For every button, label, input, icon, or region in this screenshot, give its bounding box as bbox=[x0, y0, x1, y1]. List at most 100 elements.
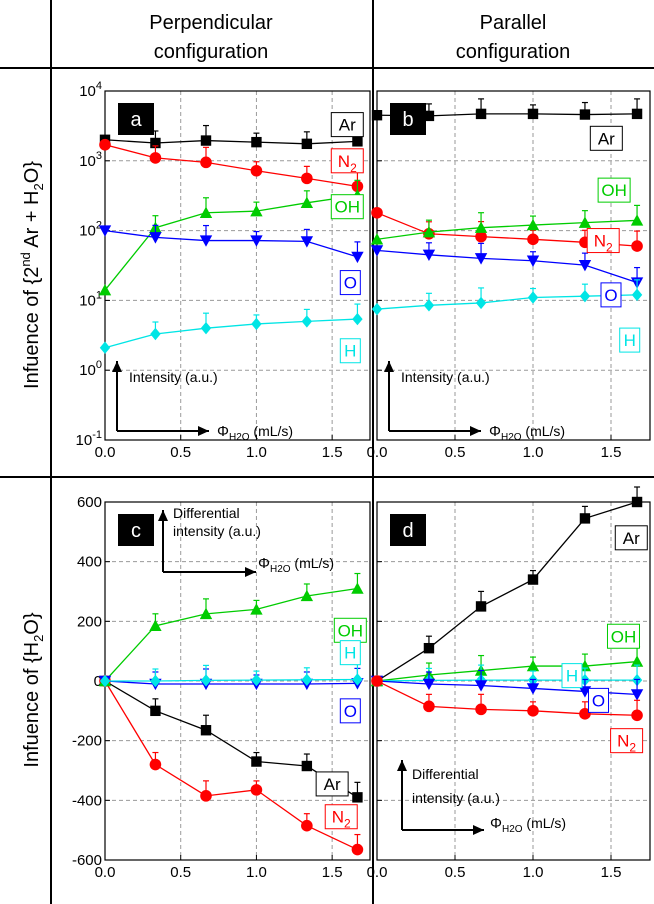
series-label-Ar: Ar bbox=[339, 116, 356, 135]
series-label-box bbox=[597, 177, 631, 203]
series-line-OH bbox=[376, 219, 638, 240]
y-tick-label: 0 bbox=[94, 673, 102, 690]
point-Ar bbox=[251, 756, 262, 767]
point-OH bbox=[149, 619, 162, 632]
point-Ar bbox=[527, 108, 539, 120]
point-O bbox=[526, 683, 540, 695]
phi-label: ΦH2O (mL/s) bbox=[217, 423, 293, 443]
point-OH bbox=[250, 204, 263, 217]
x-tick-label: 1.0 bbox=[523, 864, 544, 881]
point-Ar bbox=[200, 725, 212, 736]
intensity-label: Intensity (a.u.) bbox=[129, 369, 218, 385]
series-label-box bbox=[339, 640, 361, 666]
x-tick-label: 0.0 bbox=[367, 864, 388, 881]
y-tick-label: 101 bbox=[79, 289, 102, 309]
point-H bbox=[475, 296, 487, 310]
diff-label-line1: Differential bbox=[173, 505, 240, 521]
x-tick-label: 0.5 bbox=[170, 864, 191, 881]
point-Ar bbox=[579, 109, 591, 120]
y-tick-label: 103 bbox=[79, 150, 102, 170]
point-N2 bbox=[475, 703, 487, 716]
point-OH bbox=[370, 233, 384, 245]
series-label-N2: N2 bbox=[617, 732, 636, 755]
diff-label-line2: intensity (a.u.) bbox=[173, 523, 261, 539]
panel-label-box bbox=[390, 103, 426, 135]
series-line-O bbox=[104, 680, 358, 685]
point-OH bbox=[630, 214, 644, 226]
point-H bbox=[579, 289, 591, 303]
series-label-box bbox=[610, 728, 644, 754]
series-label-Ar: Ar bbox=[598, 129, 615, 148]
y-tick-label: -400 bbox=[72, 792, 102, 809]
point-Ar bbox=[150, 137, 161, 149]
point-Ar bbox=[631, 496, 643, 508]
series-line-OH bbox=[376, 660, 638, 682]
point-N2 bbox=[475, 230, 487, 243]
point-Ar bbox=[475, 108, 487, 120]
point-O bbox=[300, 236, 314, 248]
series-line-N2 bbox=[104, 144, 358, 188]
point-O bbox=[578, 259, 592, 272]
point-OH bbox=[526, 218, 540, 231]
point-H bbox=[99, 674, 111, 688]
point-Ar bbox=[200, 135, 212, 146]
series-label-N2: N2 bbox=[332, 808, 351, 831]
series-label-N2: N2 bbox=[338, 152, 357, 175]
y-tick-label: 102 bbox=[79, 220, 102, 240]
point-H bbox=[423, 299, 435, 312]
series-line-N2 bbox=[104, 680, 358, 851]
series-label-box bbox=[339, 270, 361, 296]
point-N2 bbox=[527, 233, 539, 246]
point-Ar bbox=[352, 136, 363, 147]
x-tick-label: 1.5 bbox=[601, 864, 622, 881]
axis-arrow-x-head bbox=[470, 426, 481, 436]
point-O bbox=[250, 235, 263, 247]
point-H bbox=[150, 327, 161, 341]
series-label-box bbox=[339, 338, 361, 364]
panel-label: a bbox=[130, 109, 142, 131]
x-tick-label: 1.0 bbox=[523, 444, 544, 461]
series-label-OH: OH bbox=[335, 198, 361, 217]
point-N2 bbox=[527, 705, 539, 717]
y-tick-label: 104 bbox=[79, 80, 102, 100]
series-label-OH: OH bbox=[338, 621, 364, 640]
panel-d: 0.0 0.5 1.0 1.5 Ar OH HO N2 d Differential intensi… bbox=[367, 486, 651, 881]
y-tick-label: 100 bbox=[79, 359, 102, 379]
series-label-box bbox=[606, 623, 640, 649]
point-OH bbox=[474, 221, 488, 233]
point-OH bbox=[300, 589, 314, 602]
point-H bbox=[301, 315, 313, 328]
series-line-H bbox=[104, 318, 358, 349]
x-tick-label: 0.0 bbox=[95, 444, 116, 461]
point-O bbox=[630, 689, 644, 701]
series-label-OH: OH bbox=[611, 627, 637, 646]
point-OH bbox=[526, 659, 540, 672]
point-Ar bbox=[150, 705, 161, 717]
point-N2 bbox=[250, 164, 263, 177]
point-Ar bbox=[301, 138, 313, 150]
point-Ar bbox=[423, 642, 435, 654]
y-tick-label: 10-1 bbox=[76, 429, 102, 449]
series-label-box bbox=[588, 687, 610, 713]
point-H bbox=[200, 321, 212, 335]
point-H bbox=[99, 341, 111, 354]
point-OH bbox=[199, 206, 213, 218]
x-tick-label: 0.0 bbox=[95, 864, 116, 881]
series-label-box bbox=[315, 771, 349, 797]
point-N2 bbox=[579, 708, 591, 720]
point-Ar bbox=[423, 110, 435, 122]
panel-label-box bbox=[118, 514, 154, 546]
series-line-OH bbox=[104, 194, 358, 291]
series-line-OH bbox=[104, 587, 358, 682]
panel-label: b bbox=[402, 109, 413, 131]
axis-arrow-y-head bbox=[112, 361, 122, 372]
x-tick-label: 1.5 bbox=[322, 444, 343, 461]
point-N2 bbox=[351, 843, 364, 856]
series-label-O: O bbox=[344, 702, 357, 721]
axis-arrow-x-head bbox=[473, 825, 484, 835]
point-N2 bbox=[200, 790, 212, 802]
phi-label: ΦH2O (mL/s) bbox=[490, 815, 566, 835]
point-N2 bbox=[250, 784, 263, 796]
